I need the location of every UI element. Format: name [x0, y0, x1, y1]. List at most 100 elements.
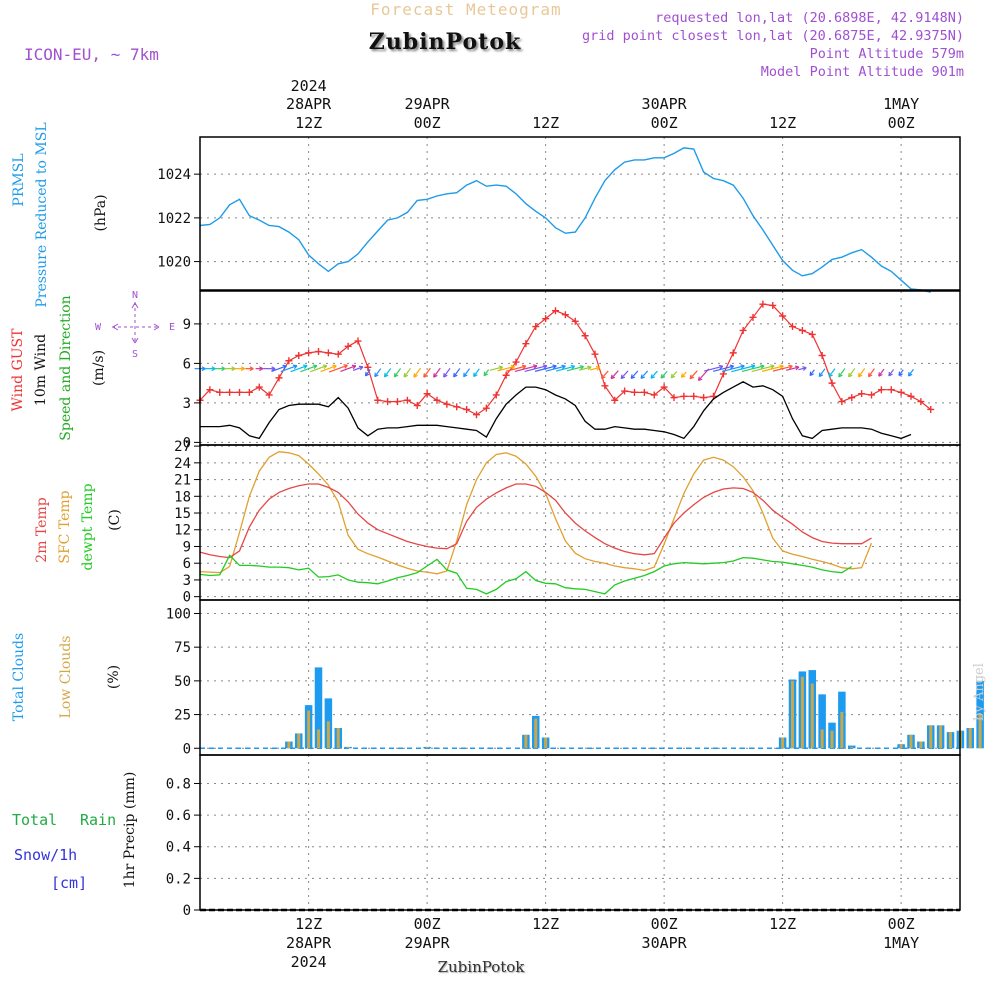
compass-e: E: [169, 322, 175, 333]
wind-unit: (m/s): [91, 350, 107, 386]
wind-direction-arrow: [878, 368, 885, 377]
wind-direction-arrowhead: [532, 364, 538, 370]
wind-gust-point: [571, 317, 579, 325]
wind-direction-arrowhead: [510, 364, 516, 370]
low-cloud-bar: [810, 683, 814, 749]
wind-direction-arrow: [443, 367, 451, 378]
low-cloud-bar: [939, 725, 943, 749]
wind-direction-arrowhead: [579, 364, 584, 370]
compass-w: W: [95, 322, 102, 333]
wind-direction-arrow: [818, 368, 826, 377]
wind-direction-arrowhead: [498, 365, 504, 371]
wind-direction-arrow: [566, 365, 584, 372]
wind-gust-point: [216, 388, 224, 396]
grid-lines: [200, 137, 960, 911]
y-tick-label: 50: [174, 674, 191, 690]
wind-direction-arrowhead: [610, 374, 616, 380]
wind-direction-arrowhead: [718, 364, 724, 370]
wind-gust-point: [552, 307, 559, 315]
wind-gust-point: [265, 391, 273, 399]
panel-frame: [199, 444, 961, 601]
wind-gust-point: [739, 326, 747, 334]
low-cloud-bar: [781, 737, 785, 749]
low-cloud-bar: [820, 729, 824, 749]
wind-direction-arrow: [848, 368, 856, 378]
wind-direction-arrow: [650, 370, 658, 379]
bottom-axis-label: 00Z: [651, 915, 678, 933]
wind-gust-point: [275, 374, 283, 382]
wind-direction-arrow: [497, 365, 515, 372]
wind-direction-arrow: [772, 365, 793, 372]
top-axis-label: 29APR: [405, 95, 451, 113]
wind-direction-arrowhead: [828, 372, 833, 378]
panel-frame: [199, 136, 961, 291]
wind-direction-arrowhead: [570, 364, 576, 370]
wind-direction-arrow: [489, 366, 503, 371]
wind-direction-arrow: [785, 366, 800, 371]
low-cloud-bar: [909, 734, 913, 749]
wind-direction-arrow: [722, 365, 745, 373]
wind-gust-point: [255, 383, 263, 391]
wind-direction-arrow: [761, 365, 784, 372]
wind-direction-arrow: [630, 370, 639, 379]
wind-direction-arrowhead: [729, 364, 735, 370]
low-cloud-bar: [346, 746, 350, 749]
wind-direction-arrow: [423, 367, 431, 378]
wind-gust-label: Wind GUST: [10, 328, 26, 412]
wind-direction-arrowhead: [888, 371, 893, 377]
pressure-line: [199, 147, 931, 293]
wind-direction-arrowhead: [620, 374, 626, 380]
wind-direction-arrowhead: [473, 372, 478, 378]
wind-direction-arrowhead: [770, 364, 775, 369]
top-axis-label: 00Z: [888, 114, 915, 132]
wind-gust-point: [828, 379, 836, 387]
y-tick-label: 0: [183, 741, 191, 757]
wind-direction-arrowhead: [542, 364, 548, 370]
bottom-axis-label: 29APR: [405, 934, 451, 952]
clouds-low-label: Low Clouds: [58, 636, 74, 719]
wind-direction-arrow: [271, 365, 287, 372]
wind-gust-point: [680, 392, 688, 400]
compass-legend: N S E W: [95, 290, 175, 360]
wind-direction-arrowhead: [660, 374, 666, 379]
low-cloud-bar: [840, 711, 844, 749]
wind-direction-arrowhead: [423, 373, 428, 378]
wind-direction-arrowhead: [312, 364, 318, 370]
wind-direction-arrowhead: [374, 372, 379, 378]
y-tick-label: 21: [174, 473, 191, 489]
bottom-axis-label: 12Z: [769, 915, 796, 933]
wind-direction-arrowhead: [907, 372, 913, 377]
wind-direction-arrowhead: [750, 364, 756, 369]
wind-gust-point: [818, 351, 826, 359]
low-cloud-bar: [929, 725, 933, 749]
wind-gust-point: [621, 387, 629, 395]
low-cloud-bar: [949, 732, 952, 749]
low-cloud-bar: [978, 714, 982, 749]
temp-sfc-label: SFC Temp: [57, 490, 73, 563]
wind-gust-point: [729, 349, 737, 357]
low-cloud-bar: [534, 718, 538, 749]
wind-direction-arrow: [798, 367, 807, 371]
low-cloud-bar: [336, 728, 340, 749]
panel-frames: [199, 136, 961, 912]
low-cloud-bar: [287, 741, 291, 749]
wind-direction-arrowhead: [788, 364, 793, 370]
wind-direction-arrow: [712, 365, 734, 372]
wind-direction-arrow: [689, 370, 698, 380]
wind-direction-arrowhead: [794, 365, 800, 371]
wind-direction-arrow: [328, 364, 348, 373]
wind-gust-point: [650, 391, 658, 399]
wind-gust-point: [700, 394, 708, 402]
wind-gust-point: [433, 396, 441, 404]
wind-gust-point: [305, 349, 313, 357]
wind-direction-arrow: [413, 367, 422, 378]
wind-gust-point: [848, 394, 856, 402]
wind-gust-point: [334, 350, 342, 358]
y-tick-label: 1022: [157, 211, 191, 227]
wind-direction-arrow: [640, 370, 649, 379]
wind-direction-arrowhead: [351, 364, 357, 370]
wind-dir-label: Speed and Direction: [58, 295, 74, 440]
wind-gust-point: [611, 396, 619, 404]
wind-direction-arrowhead: [322, 364, 328, 370]
